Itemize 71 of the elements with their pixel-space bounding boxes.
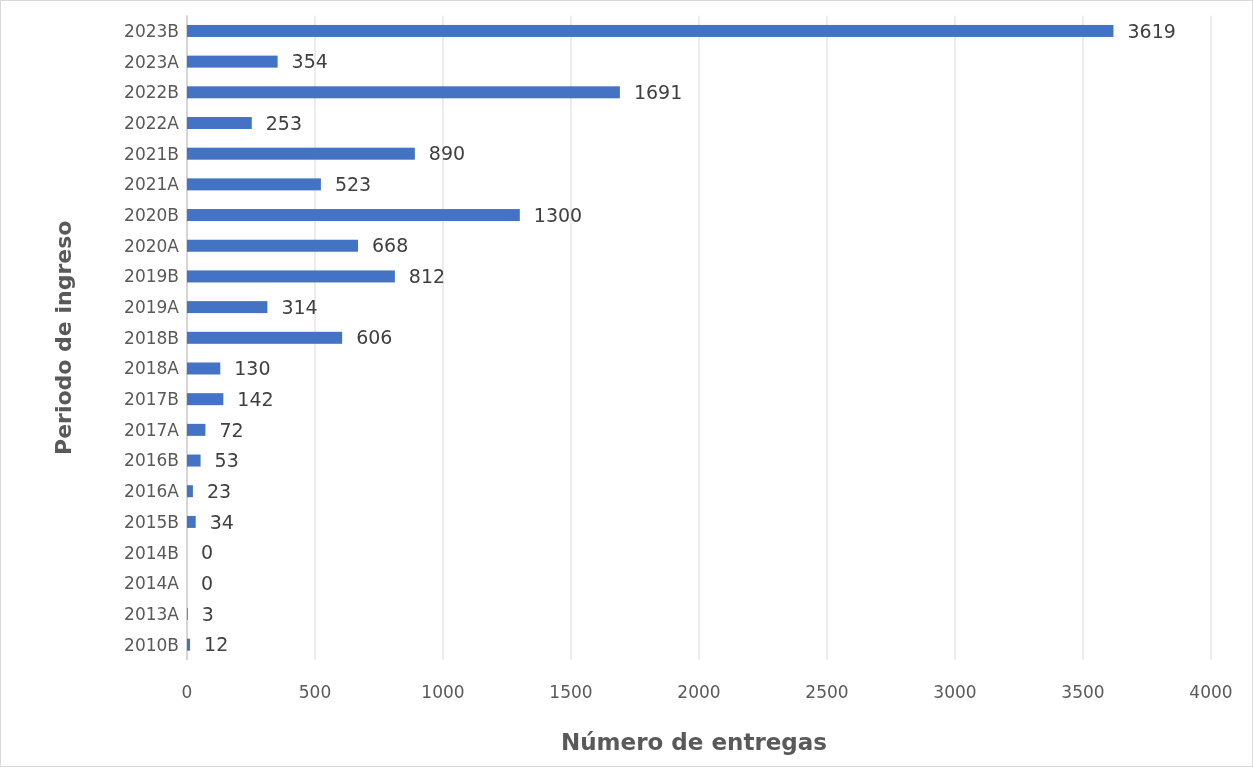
- x-tick-label: 2500: [805, 681, 849, 702]
- bar: [187, 209, 520, 222]
- data-label: 314: [281, 295, 318, 318]
- y-tick-label: 2018A: [124, 358, 180, 379]
- data-label: 668: [372, 234, 409, 257]
- bar: [187, 515, 196, 528]
- data-label: 354: [291, 50, 328, 73]
- y-tick-label: 2021A: [124, 174, 180, 195]
- bar: [187, 178, 321, 191]
- y-tick-label: 2019B: [124, 266, 179, 287]
- y-tick-label: 2017A: [124, 419, 180, 440]
- bar: [187, 331, 343, 344]
- data-label: 0: [201, 541, 214, 564]
- bar: [187, 24, 1114, 37]
- x-tick-label: 0: [181, 681, 193, 702]
- y-tick-label: 2021B: [124, 143, 179, 164]
- data-label: 1300: [533, 203, 583, 226]
- x-tick-label: 1000: [421, 681, 465, 702]
- y-tick-label: 2023A: [124, 51, 180, 72]
- bar: [187, 239, 359, 252]
- data-label: 3619: [1127, 19, 1176, 42]
- data-label: 142: [237, 387, 274, 410]
- bar: [187, 393, 224, 406]
- x-tick-label: 3500: [1061, 681, 1105, 702]
- y-tick-label: 2022B: [124, 82, 179, 103]
- bar: [187, 638, 191, 651]
- x-tick-label: 2000: [677, 681, 721, 702]
- x-tick-label: 500: [298, 681, 332, 702]
- y-tick-label: 2015B: [124, 511, 179, 532]
- y-axis-title: Periodo de ingreso: [50, 220, 76, 455]
- data-label: 23: [206, 479, 232, 502]
- data-label: 812: [408, 265, 446, 288]
- data-label: 1691: [633, 80, 683, 103]
- bar: [187, 147, 415, 160]
- bar: [187, 485, 193, 498]
- data-label: 0: [201, 571, 214, 594]
- y-tick-label: 2014B: [124, 542, 179, 563]
- y-tick-label: 2013A: [124, 603, 180, 624]
- y-tick-label: 2014A: [124, 573, 180, 594]
- data-label: 72: [219, 418, 244, 441]
- bar: [187, 270, 395, 283]
- data-label: 130: [234, 357, 271, 380]
- bar: [187, 55, 278, 68]
- x-tick-label: 4000: [1189, 681, 1233, 702]
- x-tick-label: 1500: [549, 681, 593, 702]
- y-tick-label: 2022A: [124, 112, 180, 133]
- data-label: 12: [204, 633, 229, 656]
- data-label: 3: [201, 602, 214, 625]
- data-label: 253: [265, 111, 303, 134]
- data-label: 606: [356, 326, 393, 349]
- y-tick-label: 2020B: [124, 205, 179, 226]
- data-label: 890: [428, 142, 466, 165]
- data-label: 523: [334, 173, 372, 196]
- y-tick-label: 2016B: [124, 450, 179, 471]
- bar: [187, 423, 206, 436]
- y-tick-label: 2019A: [124, 297, 180, 318]
- bar: [187, 117, 252, 129]
- data-label: 53: [214, 449, 239, 472]
- y-tick-label: 2023B: [124, 20, 179, 41]
- y-tick-label: 2010B: [124, 634, 179, 655]
- y-tick-label: 2018B: [124, 327, 179, 348]
- x-axis-title: Número de entregas: [561, 729, 827, 756]
- x-tick-label: 3000: [933, 681, 977, 702]
- bar: [187, 362, 221, 375]
- bar: [187, 86, 620, 99]
- y-tick-label: 2020A: [124, 235, 180, 256]
- y-tick-label: 2016A: [124, 481, 180, 502]
- bar: [187, 301, 268, 314]
- bar: [187, 454, 201, 467]
- data-label: 34: [209, 510, 234, 533]
- y-tick-label: 2017B: [124, 389, 179, 410]
